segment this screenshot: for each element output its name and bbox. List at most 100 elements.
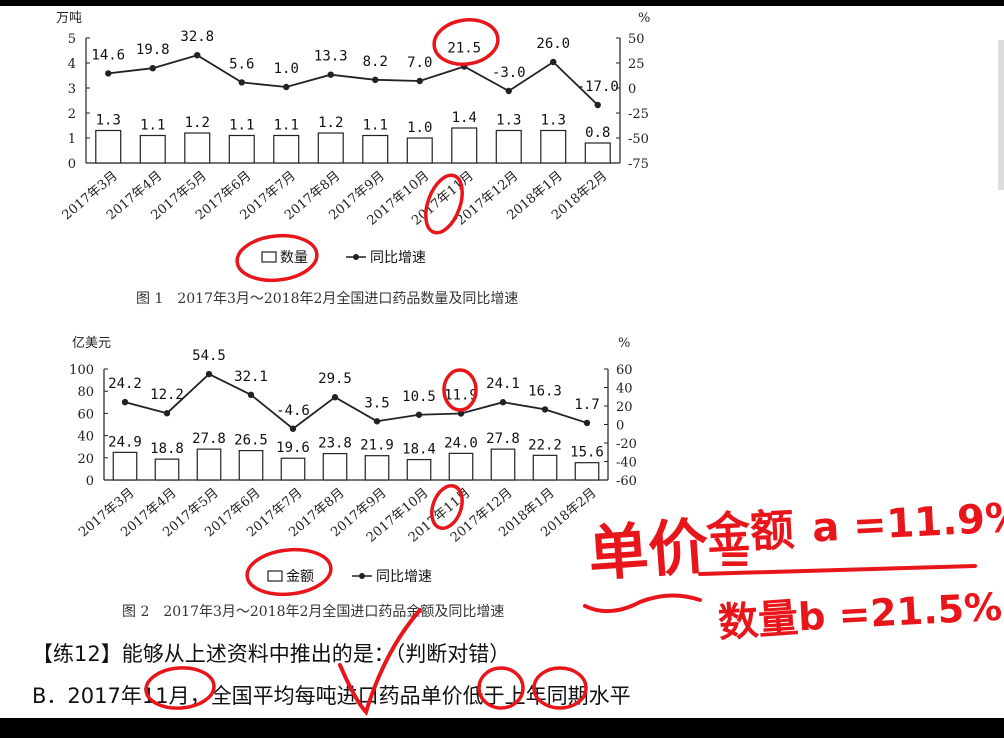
growth-point — [283, 83, 290, 91]
growth-point — [238, 79, 245, 86]
bar — [196, 448, 222, 481]
growth-value-label: 16.3 — [528, 383, 562, 399]
legend-bar-label: 金额 — [286, 569, 314, 585]
highlight-circle-quantity-legend — [235, 233, 319, 283]
growth-point — [247, 391, 255, 399]
bar-value-label: 1.1 — [229, 118, 254, 134]
bar-value-label: 1.4 — [452, 110, 477, 126]
bar — [238, 449, 264, 481]
left-tick-label: 3 — [68, 82, 76, 97]
left-tick-label: 0 — [68, 157, 76, 172]
bar — [532, 454, 558, 481]
scrollbar[interactable] — [998, 40, 1004, 190]
bar-value-label: 18.8 — [150, 441, 184, 457]
left-tick-label: 4 — [68, 57, 76, 72]
growth-point — [550, 58, 557, 66]
bar — [228, 134, 255, 164]
question-option-b: B．2017年11月，全国平均每吨进口药品单价低于上年同期水平 — [32, 684, 631, 708]
growth-point — [289, 425, 297, 432]
handwritten-fraction-bar — [698, 564, 977, 576]
bar — [574, 462, 600, 481]
bar — [448, 452, 474, 481]
right-tick-label: 40 — [616, 382, 633, 397]
highlight-circle-nov-label-2 — [430, 484, 464, 530]
legend-line-label: 同比增速 — [376, 569, 432, 585]
bar — [406, 137, 433, 164]
bar-value-label: 1.0 — [407, 120, 432, 136]
bar-value-label: 23.8 — [318, 436, 352, 452]
chart-quantity: 0 1 2 3 4 5 50 25 0 -25 -50 -75 万吨 % 1.3 1.1 1.2 1.1 1.1 1.… — [56, 11, 650, 266]
left-tick-label: 2 — [68, 107, 76, 122]
top-black-bar — [0, 0, 1004, 6]
growth-point — [373, 418, 381, 425]
growth-point — [149, 65, 156, 72]
bar-value-label: 1.3 — [496, 113, 521, 129]
right-tick-label: 0 — [628, 82, 636, 97]
bar-value-label: 21.9 — [360, 438, 394, 454]
left-axis-unit: 万吨 — [56, 11, 82, 26]
bar — [495, 129, 522, 164]
bar — [540, 129, 567, 164]
growth-point — [415, 411, 423, 418]
growth-point — [416, 77, 423, 85]
growth-line — [124, 373, 588, 430]
bar — [184, 132, 211, 164]
bar-value-label: 19.6 — [276, 440, 310, 456]
question-title: 【练12】能够从上述资料中推出的是：（判断对错） — [32, 642, 511, 666]
growth-point — [163, 410, 171, 417]
bar-value-label: 15.6 — [570, 445, 604, 461]
growth-value-label: 13.3 — [314, 49, 348, 65]
bar-value-label: 1.1 — [363, 118, 388, 134]
legend-bar-swatch — [267, 570, 283, 582]
bar — [364, 455, 390, 481]
left-tick-label: 5 — [68, 32, 76, 47]
growth-value-label: 10.5 — [402, 389, 436, 405]
right-tick-label: 50 — [628, 32, 645, 47]
bar-value-label: 1.3 — [96, 113, 121, 129]
growth-value-label: 24.1 — [486, 376, 520, 392]
chart1-caption: 图 1 2017年3月～2018年2月全国进口药品数量及同比增速 — [136, 291, 519, 307]
bar — [154, 458, 180, 481]
bar-value-label: 26.5 — [234, 433, 268, 449]
left-tick-label: 80 — [77, 385, 94, 400]
growth-value-label: 3.5 — [364, 395, 389, 411]
growth-point — [105, 70, 112, 77]
bar — [317, 132, 344, 164]
highlight-circle-lower — [532, 666, 588, 710]
right-tick-label: 60 — [616, 363, 633, 378]
right-tick-label: -75 — [628, 157, 649, 172]
growth-point — [594, 101, 601, 109]
chart-amount: 0 20 40 60 80 100 60 40 20 0 -20 -40 -60 亿美元 % 24.9 18.8… — [69, 336, 637, 585]
highlight-circle-amount-legend — [245, 547, 333, 597]
growth-value-label: 54.5 — [192, 348, 226, 364]
bar — [95, 129, 122, 164]
left-tick-label: 0 — [86, 474, 94, 489]
growth-point — [194, 52, 201, 59]
right-tick-label: -25 — [628, 107, 649, 122]
growth-point — [331, 394, 339, 401]
left-axis-unit: 亿美元 — [72, 336, 111, 351]
chart2-caption: 图 2 2017年3月～2018年2月全国进口药品金额及同比增速 — [122, 604, 505, 620]
highlight-circle-nov-growth-2 — [442, 368, 478, 412]
bottom-black-bar — [0, 718, 1004, 738]
growth-value-label: 19.8 — [136, 42, 170, 58]
bar — [273, 134, 300, 164]
bar — [112, 451, 138, 481]
bar — [139, 134, 166, 164]
bar — [584, 142, 611, 164]
growth-value-label: 11.9 — [444, 387, 478, 403]
bar — [322, 452, 348, 481]
bar-value-label: 1.1 — [140, 118, 165, 134]
bar-value-label: 18.4 — [402, 442, 436, 458]
right-axis-unit: % — [618, 336, 630, 351]
growth-value-label: 24.2 — [108, 376, 142, 392]
growth-point — [499, 399, 507, 406]
growth-value-label: -3.0 — [492, 65, 526, 81]
legend-bar-label: 数量 — [280, 250, 308, 266]
right-tick-label: -60 — [616, 474, 637, 489]
right-tick-label: -50 — [628, 132, 649, 147]
growth-point — [121, 398, 129, 406]
right-tick-label: 0 — [616, 419, 624, 434]
bar-value-label: 1.1 — [274, 118, 299, 134]
bar — [406, 458, 432, 481]
